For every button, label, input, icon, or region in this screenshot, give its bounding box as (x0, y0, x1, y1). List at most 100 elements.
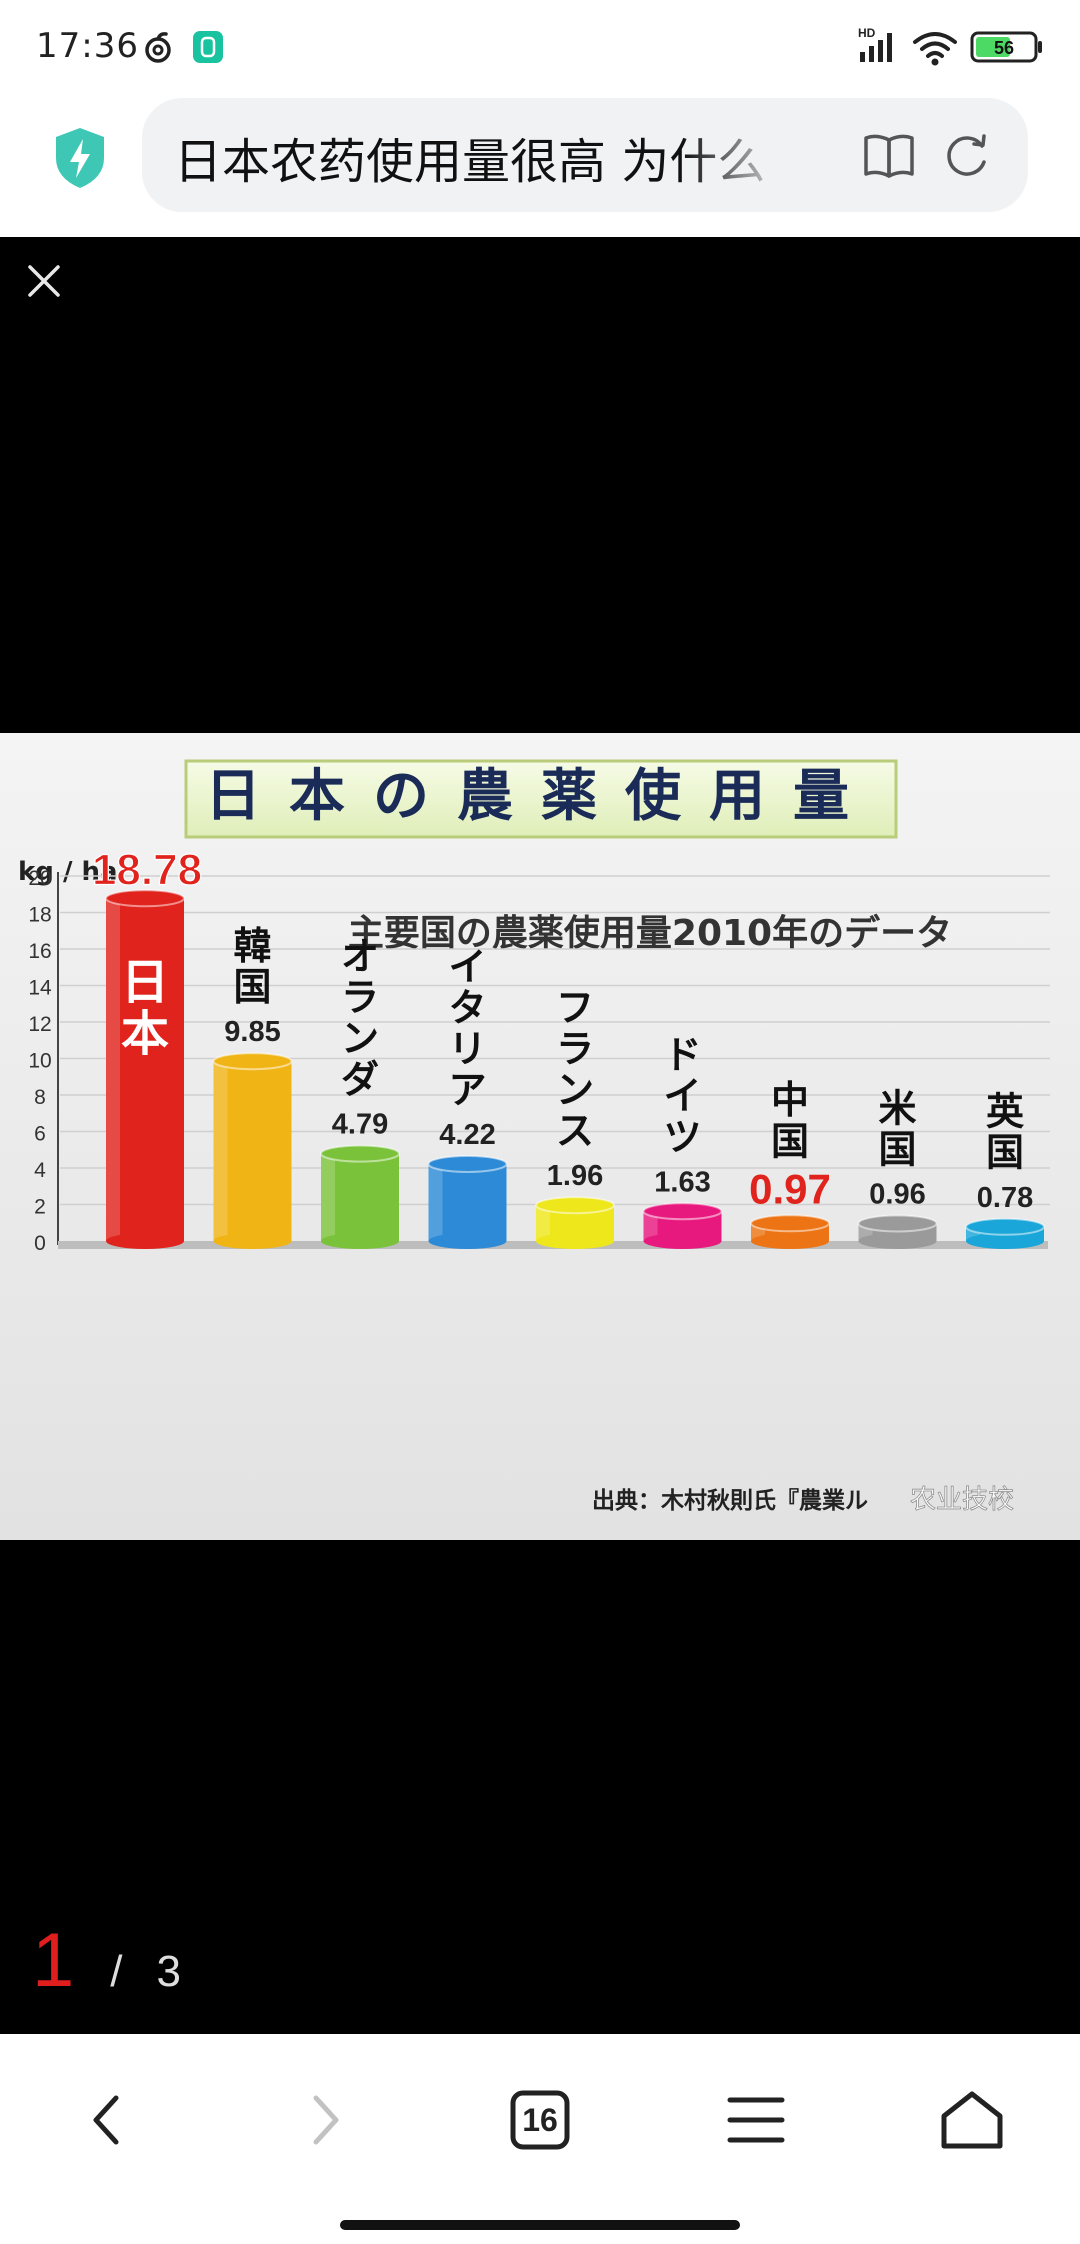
y-tick-label: 8 (34, 1086, 46, 1109)
page-title-text[interactable]: 日本农药使用量很高 为什么 (174, 134, 766, 190)
value-label: 4.22 (439, 1119, 495, 1151)
bar-highlight (536, 1205, 551, 1241)
y-tick-label: 0 (34, 1232, 46, 1255)
shield-bolt-icon[interactable] (52, 126, 108, 190)
category-label: ドイツ (663, 1033, 701, 1159)
category-label: 韓国 (233, 924, 271, 1009)
bar-top-cap (320, 1144, 400, 1163)
bar-bottom-cap (966, 1233, 1044, 1249)
wifi-icon (913, 32, 957, 66)
bar-top-cap (965, 1217, 1045, 1236)
address-bar: 日本农药使用量很高 为什么 (0, 92, 1080, 237)
value-label: 0.96 (869, 1178, 925, 1210)
battery-icon: 56 (970, 31, 1042, 63)
category-label: 英国 (986, 1090, 1025, 1175)
bar-4 (427, 1154, 508, 1249)
y-tick-label: 10 (28, 1050, 51, 1073)
bar-top-cap (212, 1052, 293, 1071)
bar-body (106, 898, 184, 1241)
bar-2 (212, 1052, 293, 1249)
pager-separator: / (110, 1947, 123, 1996)
url-field[interactable]: 日本农药使用量很高 为什么 (142, 98, 1028, 212)
bar-highlight (106, 898, 121, 1241)
y-ticks: 0 2 4 6 8 10 12 14 16 18 20 (28, 867, 52, 1255)
bottom-toolbar: 16 (0, 2034, 1080, 2244)
bar-bottom-cap (858, 1233, 937, 1249)
y-tick-label: 4 (34, 1159, 46, 1182)
chevron-left-icon (93, 2095, 119, 2145)
bar-bottom-cap (106, 1233, 184, 1249)
value-label: 18.78 (92, 845, 202, 894)
chart-source: 出典：木村秋則氏『農業ル (592, 1487, 868, 1514)
bar-top-cap (857, 1214, 938, 1233)
bar-bottom-cap (536, 1233, 614, 1249)
chart-image[interactable]: 日本の農薬使用量 主要国の農薬使用量2010年のデータ kg / ha 0 2 4 6… (0, 733, 1080, 1540)
value-label: 0.97 (749, 1165, 831, 1212)
category-label: 日本 (121, 954, 169, 1062)
bar-body (321, 1153, 399, 1241)
netease-music-icon (145, 32, 171, 63)
watermark-text: 农业技校 (910, 1485, 1014, 1515)
hd-signal-icon: HD (858, 26, 892, 62)
image-viewer: 日本の農薬使用量 主要国の農薬使用量2010年のデータ kg / ha 0 2 4 6… (0, 237, 1080, 2034)
value-label: 9.85 (224, 1016, 280, 1048)
y-tick-label: 12 (28, 1013, 51, 1036)
home-indicator (340, 2220, 740, 2230)
status-time: 17:36 (36, 26, 139, 66)
menu-icon (727, 2097, 785, 2143)
chart-subtitle: 主要国の農薬使用量2010年のデータ (348, 912, 952, 954)
forward-button[interactable] (276, 2070, 376, 2170)
bar-body (213, 1061, 292, 1241)
y-tick-label: 16 (28, 940, 51, 963)
chart-title: 日本の農薬使用量 (205, 764, 877, 829)
value-label: 4.79 (332, 1109, 388, 1141)
tabs-icon: 16 (510, 2090, 570, 2150)
y-tick-label: 6 (34, 1123, 46, 1146)
y-tick-label: 18 (28, 904, 51, 927)
category-label: オランダ (341, 934, 379, 1101)
menu-button[interactable] (706, 2070, 806, 2170)
back-button[interactable] (56, 2070, 156, 2170)
bar-bottom-cap (428, 1233, 507, 1249)
bar-highlight (213, 1061, 228, 1241)
bar-bottom-cap (643, 1233, 722, 1249)
hd-label: HD (858, 26, 876, 40)
tabs-button[interactable]: 16 (490, 2070, 590, 2170)
bars (105, 889, 1045, 1249)
bar-highlight (428, 1163, 443, 1241)
category-label: 中国 (771, 1078, 809, 1163)
home-button[interactable] (922, 2070, 1022, 2170)
tab-count: 16 (522, 2101, 558, 2138)
pager-current: 1 (32, 1918, 75, 2003)
y-tick-label: 14 (28, 977, 52, 1000)
value-label: 1.63 (654, 1166, 710, 1198)
bar-bottom-cap (751, 1233, 829, 1249)
y-tick-label: 20 (28, 867, 51, 890)
y-axis-label: kg / ha (18, 857, 118, 887)
category-label: イタリア (448, 945, 486, 1112)
pager: 1 / 3 (32, 1917, 181, 2003)
bar-highlight (321, 1153, 336, 1241)
value-label: 1.96 (547, 1160, 603, 1192)
bar-9 (965, 1217, 1045, 1249)
close-icon[interactable] (22, 259, 66, 303)
bar-chart: 日本の農薬使用量 主要国の農薬使用量2010年のデータ kg / ha 0 2 4 6… (0, 733, 1080, 1540)
bar-body (428, 1163, 507, 1241)
refresh-icon[interactable] (942, 132, 992, 180)
bar-5 (535, 1196, 615, 1249)
bar-top-cap (427, 1154, 508, 1173)
bar-6 (642, 1202, 723, 1249)
value-label: 0.78 (977, 1182, 1033, 1214)
category-label: 米国 (878, 1086, 916, 1171)
bar-top-cap (642, 1202, 723, 1221)
app-notification-icon (193, 31, 223, 63)
battery-level: 56 (994, 38, 1014, 58)
pager-total: 3 (156, 1947, 181, 1996)
bar-highlight (643, 1211, 658, 1241)
bar-bottom-cap (213, 1233, 292, 1249)
bar-labels: 18.78 日本 9.85 韓国 4.79 オランダ 4.22 イタリア 1.96 フランス 1.6… (91, 845, 1033, 1214)
bar-bottom-cap (321, 1233, 399, 1249)
bar-7 (750, 1214, 830, 1249)
book-icon[interactable] (862, 132, 916, 180)
y-tick-label: 2 (34, 1196, 46, 1219)
